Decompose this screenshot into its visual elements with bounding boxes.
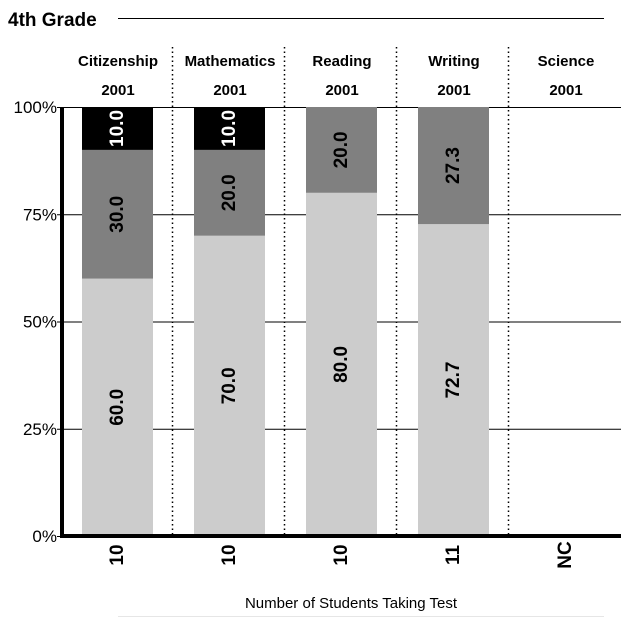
- data-label: 70.0: [219, 367, 240, 404]
- category-year-label: 2001: [325, 82, 358, 99]
- data-label: 30.0: [107, 196, 128, 233]
- data-label: 80.0: [331, 346, 352, 383]
- bar-segment: [306, 107, 377, 193]
- student-count-label: 11: [443, 545, 464, 566]
- bar-segment: [82, 278, 153, 536]
- category-year-label: 2001: [437, 82, 470, 99]
- bar-segment: [82, 149, 153, 279]
- category-label: Reading: [312, 53, 371, 70]
- data-label: 10.0: [219, 110, 240, 147]
- chart-title: 4th Grade: [8, 10, 97, 31]
- y-tick-label: 50%: [23, 313, 57, 332]
- student-count-label: NC: [555, 541, 576, 569]
- category-label: Science: [538, 53, 595, 70]
- category-label: Citizenship: [78, 53, 158, 70]
- y-tick-label: 100%: [14, 98, 57, 117]
- bar-segment: [194, 149, 265, 236]
- data-label: 20.0: [219, 174, 240, 211]
- bar-segment: [418, 107, 489, 225]
- student-count-label: 10: [331, 544, 352, 565]
- y-tick-label: 0%: [32, 527, 57, 546]
- bar-segment: [418, 224, 489, 536]
- category-year-label: 2001: [101, 82, 134, 99]
- category-year-label: 2001: [213, 82, 246, 99]
- data-label: 10.0: [107, 110, 128, 147]
- data-label: 20.0: [331, 131, 352, 168]
- student-count-label: 10: [219, 544, 240, 565]
- data-label: 27.3: [443, 147, 464, 184]
- bar-segment: [194, 235, 265, 536]
- y-tick-label: 25%: [23, 420, 57, 439]
- y-tick-label: 75%: [23, 205, 57, 224]
- bar-segment: [82, 107, 153, 150]
- plot-area: 0% 25% 50% 75% 100% Citizenship 2001 60.0 30.0 10…: [14, 47, 621, 569]
- bar-segment: [194, 107, 265, 150]
- data-label: 60.0: [107, 389, 128, 426]
- student-count-label: 10: [107, 544, 128, 565]
- bar-segment: [306, 192, 377, 537]
- category-label: Mathematics: [185, 53, 276, 70]
- category-year-label: 2001: [549, 82, 582, 99]
- category-label: Writing: [428, 53, 479, 70]
- data-label: 72.7: [443, 362, 464, 399]
- x-axis-label: Number of Students Taking Test: [245, 595, 458, 612]
